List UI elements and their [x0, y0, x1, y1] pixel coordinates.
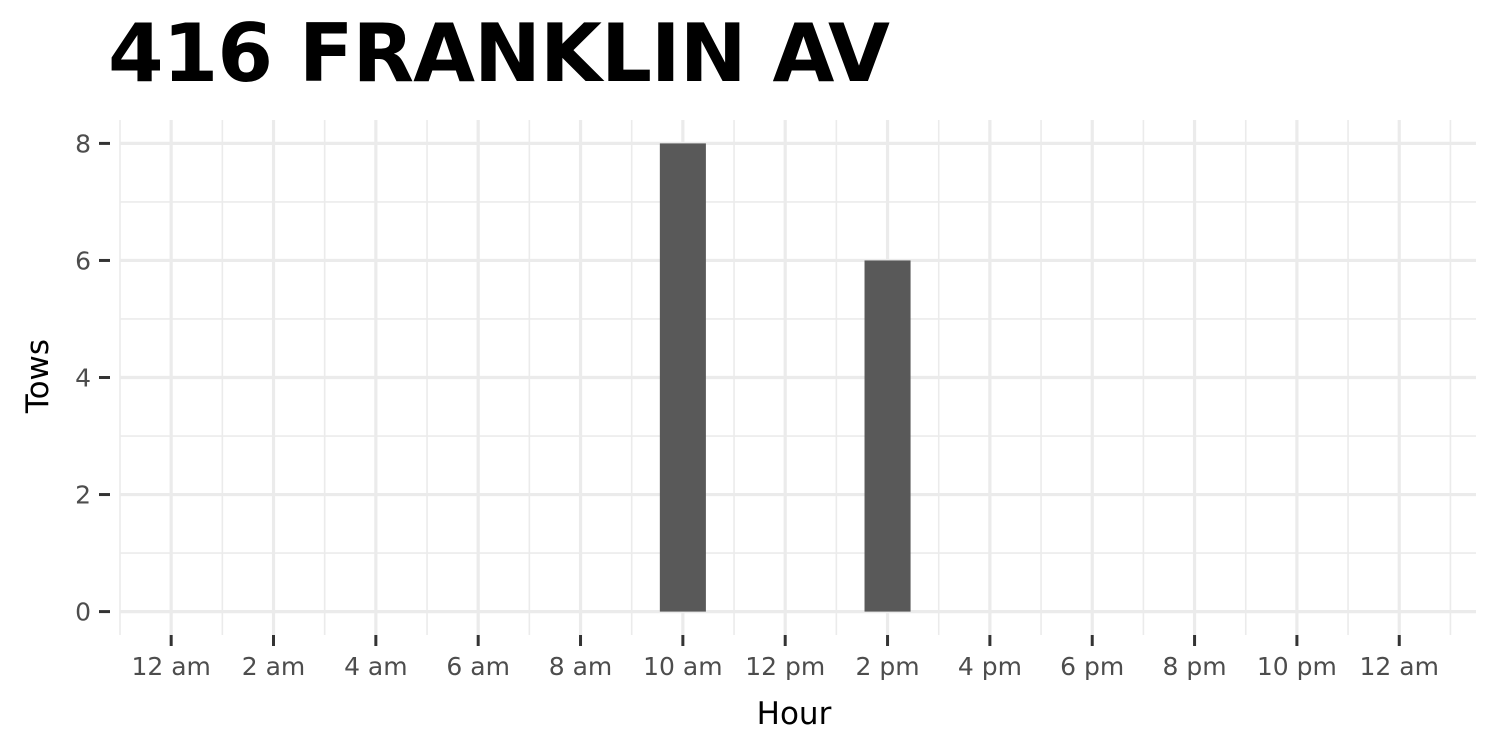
- x-tick-label: 12 pm: [745, 652, 825, 681]
- x-tick-label: 8 am: [549, 652, 613, 681]
- grid-major: [120, 120, 1476, 635]
- bars: [659, 143, 911, 612]
- y-tick-label: 2: [75, 481, 91, 510]
- y-axis-title: Tows: [20, 339, 56, 414]
- chart-title: 416 FRANKLIN AV: [108, 7, 890, 100]
- x-axis-title: Hour: [757, 696, 832, 732]
- bar: [659, 143, 706, 612]
- y-tick-label: 8: [75, 129, 91, 158]
- y-axis: 0 2 4 6 8: [75, 129, 110, 627]
- x-tick-label: 8 pm: [1163, 652, 1227, 681]
- bar: [864, 260, 911, 612]
- x-tick-label: 6 am: [446, 652, 510, 681]
- x-tick-label: 12 am: [131, 652, 210, 681]
- y-tick-label: 0: [75, 598, 91, 627]
- y-tick-label: 6: [75, 246, 91, 275]
- x-tick-label: 12 am: [1360, 652, 1439, 681]
- x-tick-label: 10 am: [643, 652, 722, 681]
- x-tick-label: 4 am: [344, 652, 408, 681]
- y-tick-label: 4: [75, 364, 91, 393]
- x-axis: 12 am 2 am 4 am 6 am 8 am 10 am 12 pm 2 pm 4 pm 6…: [131, 635, 1439, 681]
- x-tick-label: 4 pm: [958, 652, 1022, 681]
- x-tick-label: 6 pm: [1060, 652, 1124, 681]
- x-tick-label: 2 am: [242, 652, 306, 681]
- x-tick-label: 10 pm: [1257, 652, 1337, 681]
- x-tick-label: 2 pm: [856, 652, 920, 681]
